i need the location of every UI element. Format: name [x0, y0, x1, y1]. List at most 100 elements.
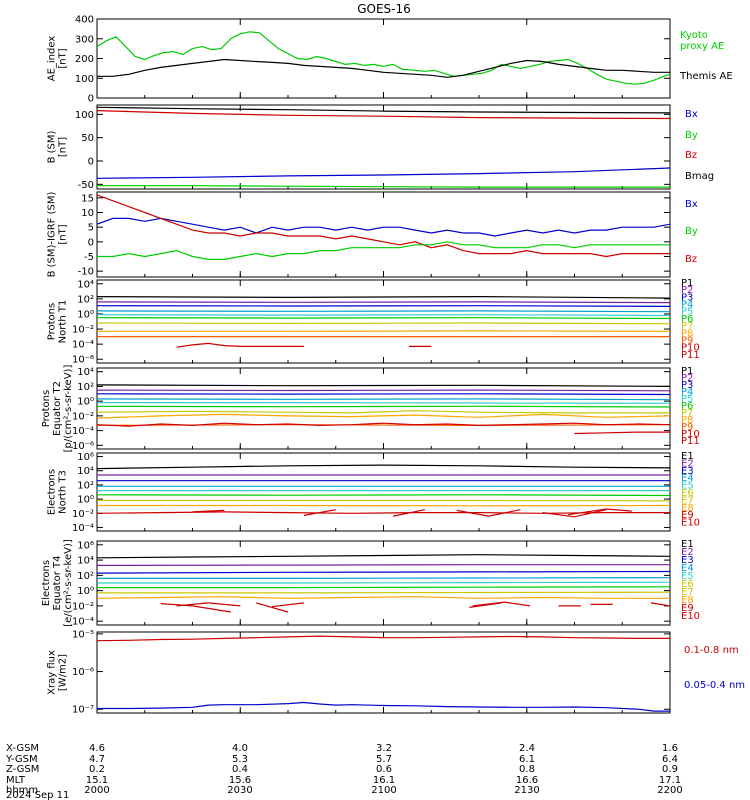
orbit-row-value: 3.2	[376, 743, 392, 754]
legend-entry: By	[685, 130, 698, 141]
y-tick-label: 10⁻²	[72, 601, 94, 612]
y-tick-label: 10⁻⁴	[72, 523, 94, 534]
y-tick-label: 15	[81, 193, 94, 204]
legend-entry: P11	[681, 436, 700, 447]
series-line-p3	[97, 305, 670, 307]
y-tick-label: 10⁶	[77, 452, 94, 463]
orbit-row-label: hhmm	[6, 785, 38, 796]
orbit-row-value: 17.1	[659, 775, 681, 786]
y-tick-label: 10²	[77, 571, 94, 582]
panel-frame	[96, 191, 671, 278]
y-tick-label: 0	[88, 237, 94, 248]
y-axis-label: AE_index	[47, 36, 58, 82]
legend-entry: E4	[681, 563, 694, 574]
y-tick-label: 10⁻⁶	[72, 667, 94, 678]
orbit-row-value: 0.4	[232, 764, 248, 775]
legend-entry: P5	[681, 394, 693, 405]
legend-entry: P9	[681, 335, 693, 346]
y-tick-label: 10⁻²	[72, 411, 94, 422]
legend-entry: E6	[681, 488, 694, 499]
orbit-row-value: 4.6	[89, 743, 105, 754]
y-tick-label: 10⁴	[77, 279, 94, 290]
y-axis-label: [p/(cm²-s-sr-keV)]	[63, 365, 74, 453]
y-axis-label: [nT]	[58, 224, 69, 244]
legend-entry: E7	[681, 587, 694, 598]
y-tick-label: 10⁰	[77, 586, 94, 597]
y-tick-label: 10⁻⁶	[72, 441, 94, 452]
orbit-row-value: 2030	[227, 785, 252, 796]
series-line-p4	[97, 398, 670, 401]
series-line-e9f	[272, 602, 304, 608]
series-line-p11	[574, 431, 670, 435]
orbit-row-value: 1.6	[662, 743, 678, 754]
legend-entry: E3	[681, 466, 694, 477]
series-line-e9c	[192, 605, 231, 613]
series-line-bx	[97, 217, 670, 237]
series-line-e1	[97, 554, 670, 559]
y-tick-label: 0	[88, 157, 94, 168]
legend-entry: P7	[681, 408, 693, 419]
legend-entry: proxy AE	[680, 41, 724, 52]
y-tick-label: 0	[88, 94, 94, 105]
series-line-e6	[97, 586, 670, 589]
orbit-row-value: 2200	[657, 785, 682, 796]
legend-entry: P7	[681, 321, 693, 332]
legend-entry: E6	[681, 579, 694, 590]
legend-entry: Bz	[685, 254, 697, 265]
y-axis-label: Equator T4	[52, 556, 63, 611]
y-tick-label: 10⁻⁶	[72, 355, 94, 366]
orbit-table: X-GSM 4.6 4.0 3.2 2.4 1.6 Y-GSM 4.7 5.3 5.7 6.1 6.4…	[5, 743, 683, 800]
series-line-e10a	[192, 509, 225, 513]
plot-title: GOES-16	[357, 2, 411, 16]
y-tick-label: 100	[75, 74, 94, 85]
series-group	[97, 31, 670, 85]
y-tick-label: 10⁻⁴	[72, 426, 94, 437]
legend-entry: E7	[681, 495, 694, 506]
legend-entry: Bmag	[685, 171, 714, 182]
panel-b: -50 0 50 100 B (SM) [nT] Bx By Bz Bmag	[47, 104, 714, 191]
series-line-e3	[97, 570, 670, 574]
series-line-p5	[97, 402, 670, 404]
series-line-p3	[97, 393, 670, 396]
y-axis-label: Equator T2	[52, 381, 63, 436]
series-line-e9a	[160, 603, 193, 607]
legend-entry: P8	[681, 328, 693, 339]
y-tick-label: 10⁻⁷	[72, 705, 94, 716]
legend-entry: E10	[681, 611, 700, 622]
orbit-row-value: 2.4	[519, 743, 535, 754]
series-line-p2	[97, 301, 670, 304]
y-axis-label: [nT]	[58, 137, 69, 157]
orbit-row-label: MLT	[6, 775, 26, 786]
y-tick-label: 300	[75, 34, 94, 45]
orbit-row-value: 0.2	[89, 764, 105, 775]
series-line-p8	[97, 413, 670, 419]
y-axis-label: Protons	[47, 303, 58, 340]
orbit-row-value: 16.1	[373, 775, 395, 786]
y-tick-label: 10⁻²	[72, 325, 94, 336]
y-axis-label: Xray flux	[47, 650, 58, 695]
panel-frame	[96, 367, 671, 450]
y-tick-label: 10⁴	[77, 556, 94, 567]
legend-entry: E8	[681, 503, 694, 514]
series-line-p1	[97, 384, 670, 387]
series-line-e9k	[650, 602, 670, 607]
y-tick-label: -50	[78, 180, 94, 191]
orbit-row-value: 5.3	[232, 754, 248, 765]
legend-entry: E2	[681, 547, 694, 558]
y-tick-label: -10	[78, 267, 94, 278]
legend-entry: P8	[681, 415, 693, 426]
series-line-by	[97, 185, 670, 188]
legend-entry: P10	[681, 429, 700, 440]
orbit-row-value: 0.6	[376, 764, 392, 775]
legend-entry: E1	[681, 539, 694, 550]
orbit-row-value: 4.0	[232, 743, 248, 754]
legend-entry: P5	[681, 307, 693, 318]
series-group	[97, 384, 670, 435]
y-axis-label: [nT]	[58, 48, 69, 68]
y-tick-label: 10	[81, 208, 94, 219]
